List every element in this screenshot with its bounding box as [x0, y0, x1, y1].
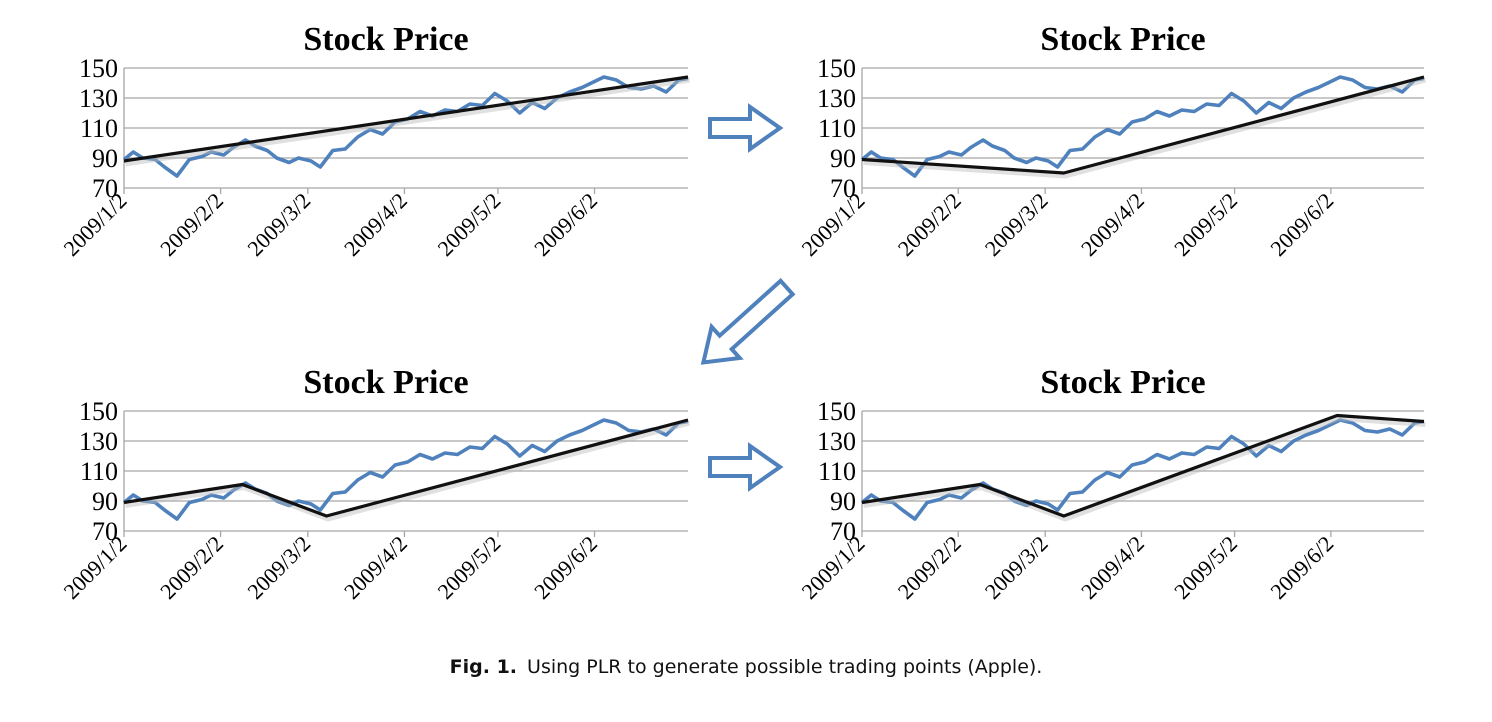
chart-title: Stock Price [1040, 21, 1205, 58]
price-line [122, 418, 689, 521]
x-tick-label: 2009/3/2 [242, 531, 315, 604]
right-arrow-icon [708, 442, 784, 492]
caption-text: Using PLR to generate possible trading p… [527, 656, 1043, 678]
x-tick-label: 2009/5/2 [432, 531, 505, 604]
y-tick-label: 110 [80, 114, 118, 143]
chart-title: Stock Price [1040, 364, 1205, 401]
plr-line [123, 418, 689, 518]
y-tick-label: 110 [818, 114, 856, 143]
y-tick-label: 130 [817, 427, 856, 456]
x-tick-label: 2009/6/2 [1265, 531, 1338, 604]
figure-caption: Fig. 1. Using PLR to generate possible tr… [0, 656, 1492, 678]
x-tick-label: 2009/2/2 [893, 531, 966, 604]
y-tick-label: 70 [830, 517, 856, 546]
price-line [860, 418, 1425, 521]
x-tick-label: 2009/3/2 [242, 188, 315, 261]
x-tick-label: 2009/6/2 [529, 188, 602, 261]
y-tick-label: 90 [92, 144, 118, 173]
y-tick-label: 150 [817, 54, 856, 83]
y-tick-label: 70 [92, 517, 118, 546]
x-tick-label: 2009/4/2 [339, 531, 412, 604]
y-tick-label: 130 [79, 84, 118, 113]
plr-line [123, 75, 689, 163]
x-tick-label: 2009/5/2 [432, 188, 505, 261]
down-left-arrow-icon [700, 278, 796, 365]
y-tick-label: 70 [830, 174, 856, 203]
y-tick-label: 150 [79, 54, 118, 83]
y-tick-label: 90 [92, 487, 118, 516]
price-line [860, 75, 1425, 178]
x-tick-label: 2009/2/2 [155, 531, 228, 604]
y-tick-label: 150 [79, 397, 118, 426]
y-tick-label: 130 [817, 84, 856, 113]
x-tick-label: 2009/6/2 [1265, 188, 1338, 261]
plr-line [861, 413, 1425, 518]
x-tick-label: 2009/3/2 [980, 531, 1053, 604]
y-tick-label: 70 [92, 174, 118, 203]
y-tick-label: 150 [817, 397, 856, 426]
x-tick-label: 2009/5/2 [1169, 188, 1242, 261]
plr-line-shadow [863, 77, 1427, 179]
x-tick-label: 2009/2/2 [155, 188, 228, 261]
x-tick-label: 2009/4/2 [1076, 531, 1149, 604]
chart-title: Stock Price [303, 21, 468, 58]
plr-line-shadow [863, 416, 1426, 522]
caption-label: Fig. 1. [449, 656, 518, 678]
y-tick-label: 110 [80, 457, 118, 486]
x-tick-label: 2009/3/2 [980, 188, 1053, 261]
y-tick-label: 130 [79, 427, 118, 456]
y-tick-label: 110 [818, 457, 856, 486]
x-tick-label: 2009/2/2 [893, 188, 966, 261]
x-tick-label: 2009/5/2 [1169, 531, 1242, 604]
y-tick-label: 90 [830, 487, 856, 516]
x-tick-label: 2009/4/2 [1076, 188, 1149, 261]
plr-line [861, 75, 1425, 175]
chart-title: Stock Price [303, 364, 468, 401]
x-tick-label: 2009/4/2 [339, 188, 412, 261]
plr-line-shadow [125, 420, 691, 522]
right-arrow-icon [708, 103, 784, 153]
y-tick-label: 90 [830, 144, 856, 173]
x-tick-label: 2009/6/2 [529, 531, 602, 604]
plr-line-shadow [125, 77, 690, 167]
